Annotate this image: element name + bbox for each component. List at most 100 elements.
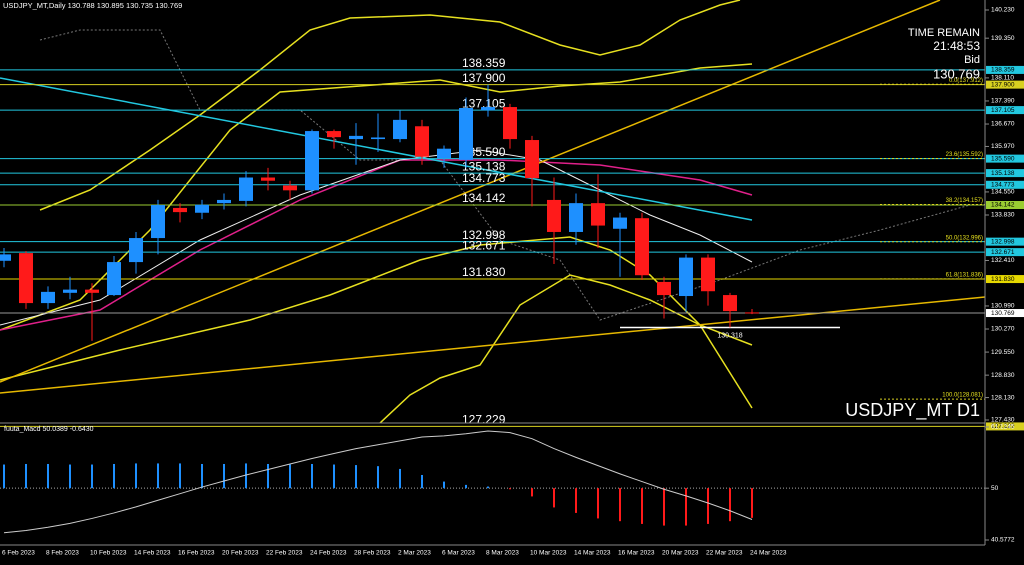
y-tick-label: 132.410 [991, 257, 1015, 264]
y-tick-label: 134.550 [991, 189, 1015, 196]
histogram-bar [179, 463, 181, 489]
x-tick-label: 20 Mar 2023 [662, 550, 699, 557]
chart-title: USDJPY_MT,Daily 130.788 130.895 130.735 … [3, 1, 182, 10]
histogram-bar [663, 488, 665, 526]
candle-body [723, 295, 737, 312]
histogram-bar [267, 463, 269, 489]
x-tick-label: 14 Feb 2023 [134, 550, 171, 557]
histogram-bar [333, 464, 335, 489]
candle-body [327, 131, 341, 138]
macd-line [3, 430, 753, 534]
candle-body [239, 177, 253, 201]
moving-average-white [0, 149, 753, 326]
candle-body [393, 119, 407, 140]
candle-body [635, 218, 649, 276]
y-tick-label: 138.110 [991, 75, 1014, 82]
candle-body [437, 148, 451, 159]
fib-label: 0.0(137.912) [949, 78, 983, 84]
level-price-box [986, 248, 1024, 257]
x-tick-label: 2 Mar 2023 [398, 550, 431, 557]
x-tick-label: 24 Feb 2023 [310, 550, 347, 557]
y-tick-label: 135.970 [991, 143, 1015, 150]
y-tick-label: 40.5772 [991, 537, 1015, 544]
histogram-bar [69, 464, 71, 489]
candle-body [503, 107, 517, 140]
level-price-box [986, 80, 1024, 89]
level-label: 137.105 [462, 96, 506, 110]
histogram-bar [91, 464, 93, 489]
level-price-box [986, 154, 1024, 163]
level-label: 137.900 [462, 71, 506, 85]
level-price-label: 134.142 [991, 202, 1015, 209]
level-price-label: 137.105 [991, 107, 1015, 114]
candle-body [19, 253, 33, 304]
timer-label: TIME REMAIN [908, 27, 980, 39]
y-tick-label: 128.130 [991, 394, 1015, 401]
candle-body [41, 291, 55, 304]
candle-body [283, 185, 297, 191]
y-tick-label: 130.990 [991, 303, 1015, 310]
histogram-bar [707, 488, 709, 524]
level-price-label: 138.359 [991, 67, 1015, 74]
y-tick-label: 130.270 [991, 326, 1015, 333]
histogram-bar [751, 488, 753, 518]
histogram-bar [421, 474, 423, 489]
y-tick-label: 133.830 [991, 212, 1015, 219]
histogram-bar [729, 488, 731, 522]
x-tick-label: 6 Mar 2023 [442, 550, 475, 557]
x-tick-label: 22 Feb 2023 [266, 550, 303, 557]
level-label: 132.998 [462, 228, 506, 242]
histogram-bar [487, 486, 489, 489]
level-price-box [986, 275, 1024, 284]
y-tick-label: 127.430 [991, 417, 1015, 424]
candle-body [305, 131, 319, 191]
histogram-bar [575, 488, 577, 513]
trend-line [0, 0, 941, 383]
trend-line-cyan [0, 77, 753, 221]
y-tick-label: 61.1245 [991, 424, 1015, 431]
level-price-label: 132.998 [991, 238, 1015, 245]
low-marker-label: 130.318 [717, 332, 742, 339]
x-tick-label: 8 Feb 2023 [46, 550, 79, 557]
bid-price-box [986, 309, 1024, 318]
timer: 21:48:53 [933, 39, 980, 53]
candle-body [85, 289, 99, 293]
fib-label: 23.6(135.592) [946, 152, 983, 158]
histogram-bar [201, 463, 203, 489]
candle-body [195, 204, 209, 213]
bid-label: Bid [964, 54, 980, 66]
candle-body [481, 107, 495, 111]
histogram-bar [553, 488, 555, 508]
bid: 130.769 [933, 66, 980, 81]
candle-body [679, 257, 693, 297]
x-tick-label: 24 Mar 2023 [750, 550, 787, 557]
histogram-bar [597, 488, 599, 519]
fib-label: 38.2(134.157) [946, 198, 983, 204]
candles [0, 84, 985, 534]
histogram-bar [619, 488, 621, 522]
level-price-label: 135.138 [991, 170, 1015, 177]
histogram-bar [113, 463, 115, 489]
y-tick-label: 136.670 [991, 121, 1015, 128]
envelope-lower [379, 274, 753, 424]
y-tick-label: 50 [991, 485, 999, 492]
candle-body [591, 203, 605, 226]
level-price-label: 127.229 [991, 423, 1015, 430]
histogram-bar [223, 463, 225, 489]
candle-body [569, 203, 583, 232]
fib-label: 100.0(128.081) [942, 393, 983, 399]
macd-title: fuuta_Macd 50.0389 -0.6430 [4, 426, 94, 433]
y-tick-label: 129.550 [991, 349, 1015, 356]
candle-body [745, 312, 759, 314]
histogram-bar [465, 484, 467, 489]
x-tick-label: 22 Mar 2023 [706, 550, 743, 557]
candle-body [613, 217, 627, 229]
x-tick-label: 8 Mar 2023 [486, 550, 519, 557]
histogram-bar [355, 465, 357, 489]
level-price-box [986, 422, 1024, 431]
candle-body [151, 205, 165, 239]
level-price-box [986, 169, 1024, 178]
